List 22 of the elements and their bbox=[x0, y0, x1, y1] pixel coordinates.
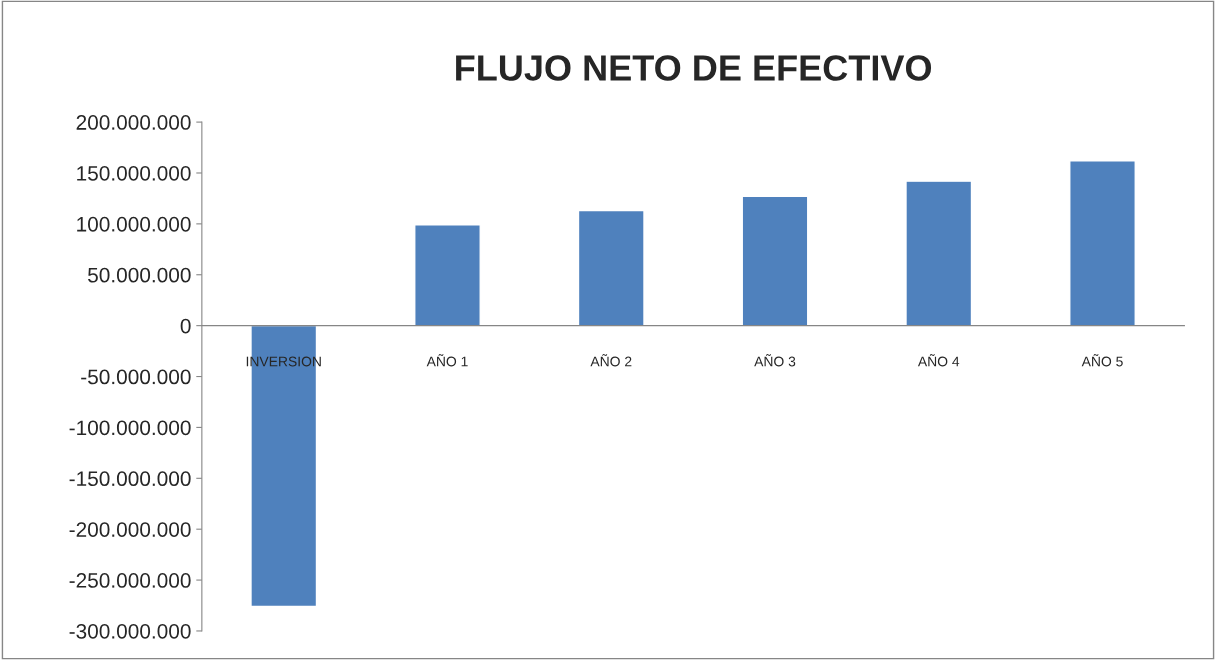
bar bbox=[741, 195, 809, 327]
y-tick-label: 150.000.000 bbox=[77, 165, 191, 181]
x-tick-label: AÑO 4 bbox=[917, 354, 960, 367]
y-tick-label: -200.000.000 bbox=[69, 522, 191, 537]
y-tick-label: -150.000.000 bbox=[69, 471, 191, 487]
y-tick-label: 0 bbox=[180, 318, 191, 334]
bar bbox=[577, 209, 645, 327]
chart-title: FLUJO NETO DE EFECTIVO bbox=[456, 55, 932, 81]
y-tick-label: 200.000.000 bbox=[76, 115, 191, 130]
y-tick-label: 50.000.000 bbox=[88, 267, 191, 283]
x-tick-label: AÑO 2 bbox=[590, 354, 632, 367]
bar bbox=[414, 224, 481, 327]
bar bbox=[1069, 160, 1136, 327]
y-tick-label: 100.000.000 bbox=[77, 216, 191, 232]
y-tick-label: -50.000.000 bbox=[81, 369, 191, 385]
y-tick-label: -100.000.000 bbox=[69, 420, 191, 436]
bar bbox=[905, 180, 973, 327]
y-tick-label: -300.000.000 bbox=[69, 623, 191, 639]
x-tick-label: AÑO 3 bbox=[754, 354, 796, 367]
x-tick-label: AÑO 1 bbox=[426, 354, 468, 367]
x-tick-label: AÑO 5 bbox=[1081, 354, 1123, 367]
y-tick-label: -250.000.000 bbox=[69, 573, 191, 588]
